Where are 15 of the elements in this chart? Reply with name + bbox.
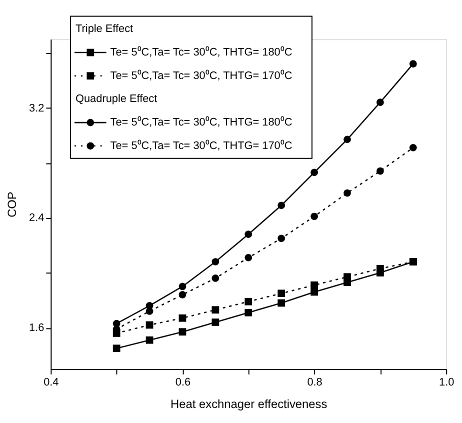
y-tick-label: 3.2	[29, 102, 44, 114]
y-tick-label: 1.6	[29, 322, 44, 334]
legend-label: Te= 5⁰C,Ta= Tc= 30⁰C, THTG= 180⁰C	[110, 116, 292, 129]
y-axis-title: COP	[5, 192, 20, 218]
x-tick-label: 0.6	[175, 376, 191, 388]
x-tick-label: 1.0	[439, 376, 454, 388]
y-tick-label: 2.4	[29, 212, 44, 224]
x-axis-title: Heat exchnager effectiveness	[170, 397, 328, 412]
x-tick-label: 0.4	[44, 376, 59, 388]
text: Triple Effect	[76, 23, 134, 36]
legend-label: Te= 5⁰C,Ta= Tc= 30⁰C, THTG= 170⁰C	[110, 138, 292, 152]
annotation: Quadruple Effect	[76, 93, 158, 106]
x-tick-label: 0.8	[307, 376, 322, 388]
legend-label: Te= 5⁰C,Ta= Tc= 30⁰C, THTG= 180⁰C	[110, 45, 292, 58]
legend-label: Te= 5⁰C,Ta= Tc= 30⁰C, THTG= 170⁰C	[110, 68, 292, 82]
